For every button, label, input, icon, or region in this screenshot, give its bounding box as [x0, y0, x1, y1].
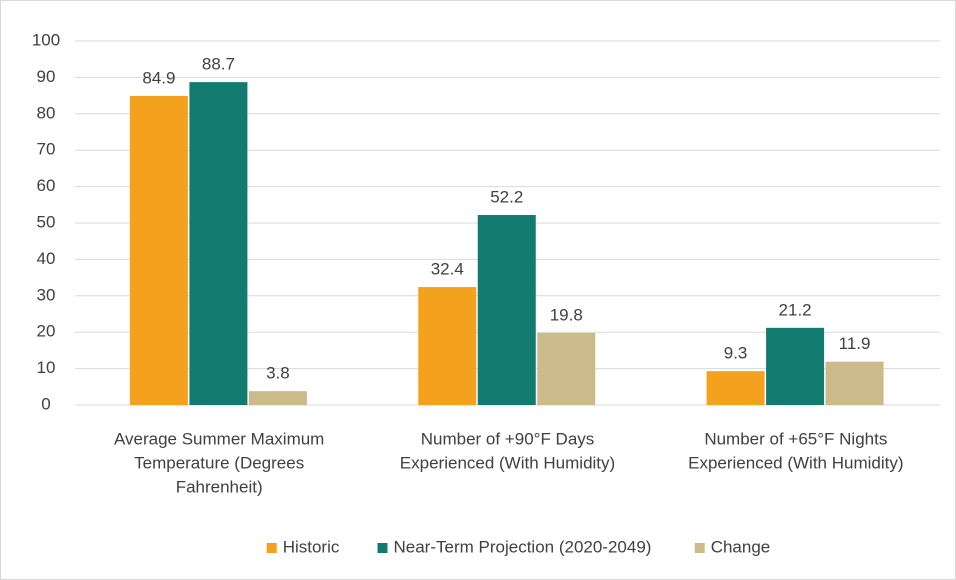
y-tick-label: 90	[37, 67, 56, 86]
bar	[477, 214, 536, 405]
data-label: 32.4	[431, 260, 464, 279]
data-label: 21.2	[779, 300, 812, 319]
legend-swatch	[694, 543, 705, 553]
y-tick-label: 10	[37, 358, 56, 377]
x-tick-label: Number of +65°F Nights	[704, 429, 887, 448]
y-tick-label: 60	[37, 176, 56, 195]
bar	[537, 332, 596, 405]
x-tick-label: Number of +90°F Days	[421, 429, 595, 448]
data-label: 52.2	[490, 187, 523, 206]
y-tick-label: 80	[37, 103, 56, 122]
data-label: 11.9	[839, 334, 871, 353]
legend-swatch	[377, 543, 388, 553]
y-tick-label: 30	[37, 285, 56, 304]
data-label: 9.3	[724, 344, 748, 363]
bar	[706, 371, 765, 405]
y-tick-label: 50	[37, 212, 56, 231]
x-tick-label: Experienced (With Humidity)	[688, 453, 903, 472]
bar	[189, 82, 248, 405]
y-tick-label: 70	[37, 140, 56, 159]
x-tick-label: Experienced (With Humidity)	[400, 453, 615, 472]
bar	[248, 391, 307, 405]
bar	[418, 287, 477, 405]
legend-label: Near-Term Projection (2020-2049)	[394, 537, 652, 556]
bar	[766, 327, 825, 405]
y-tick-label: 20	[37, 322, 56, 341]
legend-label: Historic	[283, 537, 340, 556]
x-tick-label: Fahrenheit)	[176, 477, 263, 496]
bar	[129, 95, 188, 406]
bar	[825, 361, 884, 405]
data-label: 3.8	[266, 364, 290, 383]
x-tick-label: Average Summer Maximum	[114, 429, 324, 448]
data-label: 19.8	[550, 305, 583, 324]
x-tick-label: Temperature (Degrees	[134, 453, 304, 472]
data-label: 84.9	[142, 68, 175, 87]
y-tick-label: 0	[41, 394, 50, 413]
y-tick-label: 40	[37, 249, 56, 268]
legend-label: Change	[711, 537, 771, 556]
legend-swatch	[266, 543, 277, 553]
data-label: 88.7	[202, 55, 235, 74]
y-tick-label: 100	[32, 30, 60, 49]
